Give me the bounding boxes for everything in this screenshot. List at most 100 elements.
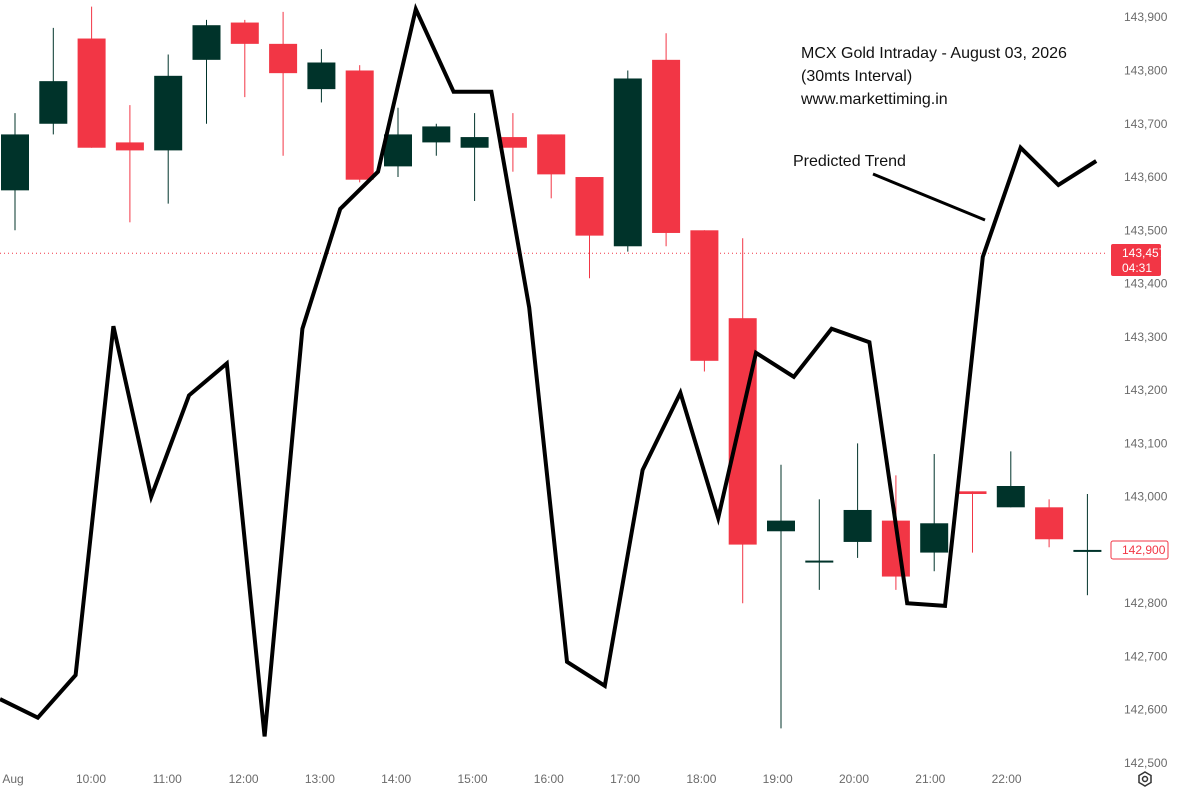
candle[interactable] [652,33,681,247]
candle[interactable] [1035,499,1064,548]
candle[interactable] [307,49,336,103]
last-price-tag: 142,900 [1110,540,1169,560]
candle[interactable] [384,107,412,178]
candle[interactable] [613,70,642,252]
candle-body [805,560,834,563]
candle[interactable] [958,491,987,553]
y-tick-label: 142,500 [1124,756,1168,770]
candle-body [613,78,642,247]
candle[interactable] [767,464,795,729]
candle-body [422,126,451,143]
candle[interactable] [575,177,604,279]
candles-layer [1,6,1102,729]
candle[interactable] [115,105,144,223]
candle-body [537,134,566,175]
y-tick-label: 143,400 [1124,277,1168,291]
x-tick-label: 16:00 [534,772,564,786]
candle-body [575,177,604,236]
candle-body [1073,549,1102,552]
y-tick-label: 143,000 [1124,490,1168,504]
candle[interactable] [996,451,1025,508]
current-price-tag: 143,457 04:31 [1111,244,1166,276]
candle[interactable] [192,19,221,124]
candle[interactable] [498,113,527,172]
y-tick-label: 143,100 [1124,436,1168,450]
x-tick-label: 17:00 [610,772,640,786]
candle[interactable] [77,6,106,148]
candle-body [690,230,719,361]
y-tick-label: 143,600 [1124,170,1168,184]
y-tick-label: 143,700 [1124,117,1168,131]
candle-body [269,43,298,74]
candle-body [1035,507,1064,540]
settings-gear-icon[interactable] [1138,771,1152,787]
candle[interactable] [690,230,719,372]
candle[interactable] [460,113,489,202]
candle-body [958,491,987,494]
candle[interactable] [422,123,451,156]
x-tick-label: 12:00 [229,772,259,786]
x-tick-label: 21:00 [915,772,945,786]
chart-source: www.markettiming.in [800,91,948,108]
x-tick-label: 22:00 [992,772,1022,786]
candle-body [728,318,757,545]
chart-title: MCX Gold Intraday - August 03, 2026 [801,45,1067,62]
last-price-value: 142,900 [1122,543,1166,557]
x-axis[interactable]: Aug 10:00 11:00 12:00 13:00 14:00 15:00 16:00 17… [2,772,1022,786]
candle[interactable] [728,238,757,604]
candle[interactable] [805,499,834,590]
candle-body [920,523,949,553]
candle-body [498,137,527,148]
candle[interactable] [230,19,259,98]
candle-body [230,22,259,44]
candle-body [652,59,681,233]
y-tick-label: 143,300 [1124,330,1168,344]
x-tick-label: 14:00 [381,772,411,786]
candle-body [1,134,29,191]
candle-body [115,142,144,151]
current-price-tag-box [1111,244,1161,276]
x-tick-label: 10:00 [76,772,106,786]
candle-body [77,38,106,148]
current-price-countdown: 04:31 [1122,261,1152,275]
x-tick-label: 15:00 [457,772,487,786]
candle-body [345,70,374,180]
x-tick-label: 18:00 [686,772,716,786]
candle[interactable] [920,454,949,572]
y-tick-label: 143,900 [1124,10,1168,24]
candle[interactable] [39,27,68,135]
y-tick-label: 142,600 [1124,703,1168,717]
candle-body [996,485,1025,508]
last-price-tag-box [1110,540,1169,560]
y-tick-label: 143,800 [1124,63,1168,77]
candle[interactable] [1,113,29,231]
candle-body [154,75,183,151]
x-tick-label: 19:00 [763,772,793,786]
candle-body [39,81,68,124]
current-price-value: 143,457 [1122,246,1166,260]
predicted-trend-label: Predicted Trend [793,153,906,170]
y-tick-label: 143,500 [1124,223,1168,237]
candle[interactable] [1073,493,1102,596]
x-tick-label: 20:00 [839,772,869,786]
candle-body [307,62,336,90]
candle-body [843,509,872,542]
predicted-trend-line [0,3,1098,737]
chart-subtitle: (30mts Interval) [801,68,912,85]
x-tick-label: 11:00 [153,772,182,786]
candle[interactable] [843,443,872,558]
candle[interactable] [154,54,183,204]
y-tick-label: 142,700 [1124,649,1168,663]
candle[interactable] [537,134,566,199]
candle-body [460,137,489,148]
candle-body [767,520,795,532]
y-axis[interactable]: 143,900 143,800 143,700 143,600 143,500 143,4… [1124,10,1168,770]
candle[interactable] [345,65,374,183]
x-tick-label: 13:00 [305,772,335,786]
candle-body [192,25,221,60]
candle-body [384,134,412,167]
candle[interactable] [269,11,298,156]
trend-annotation-pointer [872,172,986,222]
y-tick-label: 143,200 [1124,383,1168,397]
